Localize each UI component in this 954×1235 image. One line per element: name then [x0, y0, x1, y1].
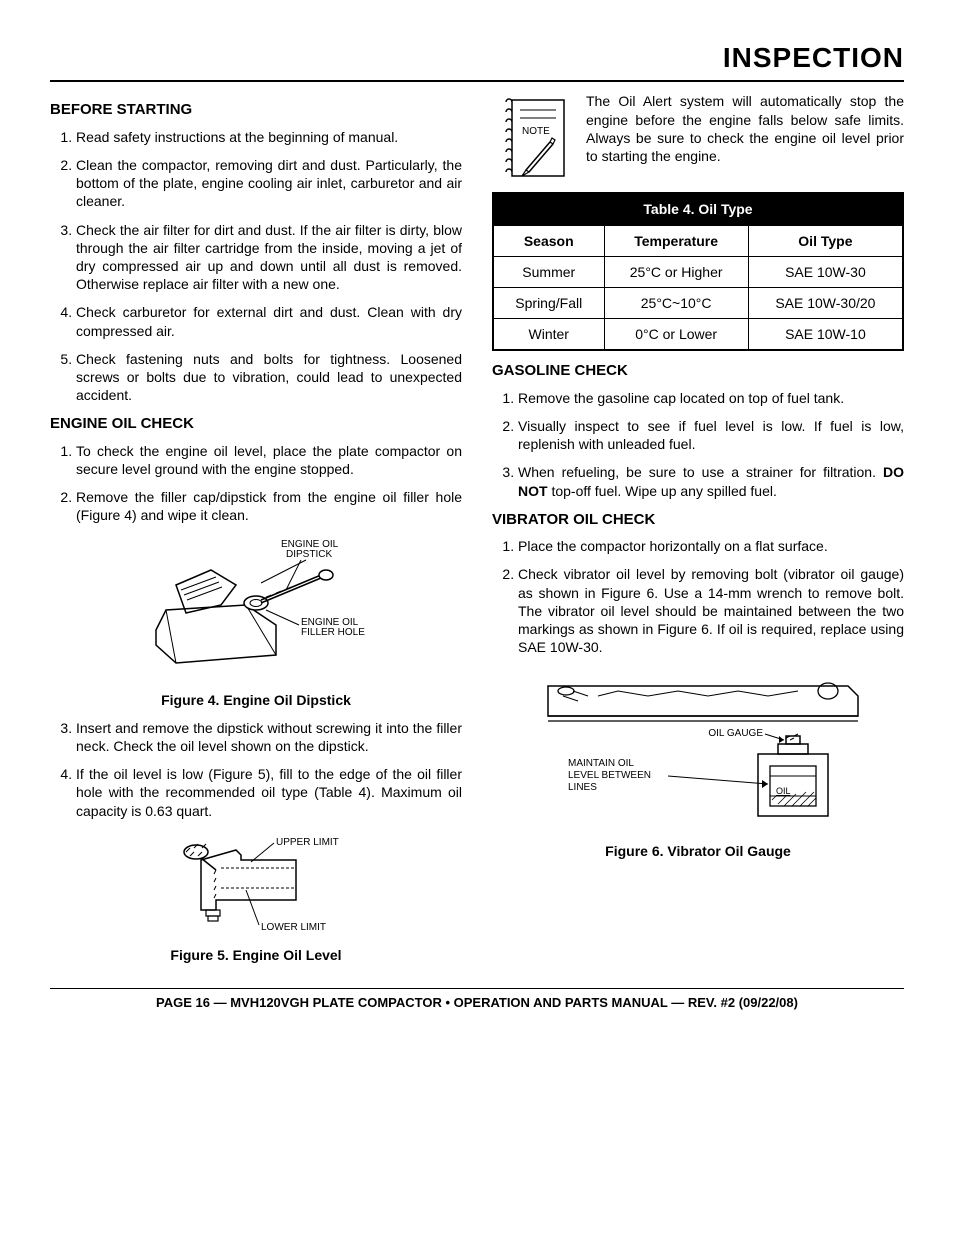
heading-gasoline-check: GASOLINE CHECK [492, 361, 904, 381]
figure-6-svg: OIL OIL GAUGE MAINTAIN OIL LEVEL BETWEEN… [518, 666, 878, 836]
table-title: Table 4. Oil Type [493, 193, 903, 225]
list-item: Check the air filter for dirt and dust. … [76, 221, 462, 294]
figure-6-caption: Figure 6. Vibrator Oil Gauge [492, 842, 904, 860]
fig6-maintain-label-3: LINES [568, 782, 597, 793]
fig4-label-dipstick-2: DIPSTICK [286, 549, 332, 560]
table-row: Winter 0°C or Lower SAE 10W-10 [493, 319, 903, 351]
fig6-oil-gauge-label: OIL GAUGE [708, 728, 763, 739]
list-item: Remove the gasoline cap located on top o… [518, 389, 904, 407]
list-item: Remove the filler cap/dipstick from the … [76, 488, 462, 524]
note-label: NOTE [522, 126, 550, 137]
table-cell: 25°C~10°C [604, 287, 748, 318]
table-cell: SAE 10W-30/20 [748, 287, 903, 318]
fig4-label-filler-2: FILLER HOLE [301, 627, 365, 638]
figure-5-caption: Figure 5. Engine Oil Level [50, 946, 462, 964]
table-cell: Spring/Fall [493, 287, 604, 318]
figure-4-svg: ENGINE OIL DIPSTICK EN [126, 535, 386, 685]
fig5-upper-label: UPPER LIMIT [276, 837, 339, 848]
engine-oil-list-b: Insert and remove the dipstick without s… [50, 719, 462, 820]
title-divider [50, 80, 904, 82]
page-footer: PAGE 16 — MVH120VGH PLATE COMPACTOR • OP… [50, 995, 904, 1012]
list-item: To check the engine oil level, place the… [76, 442, 462, 478]
table-header: Temperature [604, 225, 748, 256]
gasoline-list: Remove the gasoline cap located on top o… [492, 389, 904, 500]
list-item: Place the compactor horizontally on a fl… [518, 537, 904, 555]
figure-4: ENGINE OIL DIPSTICK EN [50, 535, 462, 709]
table-header: Oil Type [748, 225, 903, 256]
fig6-maintain-label-2: LEVEL BETWEEN [568, 770, 651, 781]
content-columns: BEFORE STARTING Read safety instructions… [50, 92, 904, 974]
figure-6: OIL OIL GAUGE MAINTAIN OIL LEVEL BETWEEN… [492, 666, 904, 860]
table-cell: Winter [493, 319, 604, 351]
note-text: The Oil Alert system will automatically … [586, 92, 904, 182]
list-item: Check vibrator oil level by removing bol… [518, 565, 904, 656]
list-item: Check fastening nuts and bolts for tight… [76, 350, 462, 405]
page-title: INSPECTION [50, 40, 904, 76]
table-cell: Summer [493, 256, 604, 287]
right-column: NOTE The Oil Alert system will automatic… [492, 92, 904, 974]
list-item: Check carburetor for external dirt and d… [76, 303, 462, 339]
table-row: Summer 25°C or Higher SAE 10W-30 [493, 256, 903, 287]
heading-vibrator-oil-check: VIBRATOR OIL CHECK [492, 510, 904, 530]
figure-5: UPPER LIMIT LOWER LIMIT Figure 5. E [50, 830, 462, 964]
list-item: If the oil level is low (Figure 5), fill… [76, 765, 462, 820]
left-column: BEFORE STARTING Read safety instructions… [50, 92, 462, 974]
note-icon: NOTE [492, 92, 572, 182]
note-row: NOTE The Oil Alert system will automatic… [492, 92, 904, 182]
heading-before-starting: BEFORE STARTING [50, 100, 462, 120]
table-cell: 0°C or Lower [604, 319, 748, 351]
table-cell: SAE 10W-30 [748, 256, 903, 287]
table-cell: 25°C or Higher [604, 256, 748, 287]
footer-divider [50, 988, 904, 989]
engine-oil-list-a: To check the engine oil level, place the… [50, 442, 462, 525]
fig6-maintain-label-1: MAINTAIN OIL [568, 758, 634, 769]
table-cell: SAE 10W-10 [748, 319, 903, 351]
list-item: Visually inspect to see if fuel level is… [518, 417, 904, 453]
before-starting-list: Read safety instructions at the beginnin… [50, 128, 462, 404]
list-item: Read safety instructions at the beginnin… [76, 128, 462, 146]
figure-5-svg: UPPER LIMIT LOWER LIMIT [146, 830, 366, 940]
table-header: Season [493, 225, 604, 256]
heading-engine-oil-check: ENGINE OIL CHECK [50, 414, 462, 434]
table-row: Spring/Fall 25°C~10°C SAE 10W-30/20 [493, 287, 903, 318]
list-item: Clean the compactor, removing dirt and d… [76, 156, 462, 211]
fig6-oil-text: OIL [776, 786, 791, 796]
text: top-off fuel. Wipe up any spilled fuel. [548, 483, 777, 499]
figure-4-caption: Figure 4. Engine Oil Dipstick [50, 691, 462, 709]
list-item: When refueling, be sure to use a straine… [518, 463, 904, 499]
list-item: Insert and remove the dipstick without s… [76, 719, 462, 755]
fig5-lower-label: LOWER LIMIT [261, 922, 326, 933]
oil-type-table: Table 4. Oil Type Season Temperature Oil… [492, 192, 904, 351]
vibrator-list: Place the compactor horizontally on a fl… [492, 537, 904, 656]
text: When refueling, be sure to use a straine… [518, 464, 883, 480]
